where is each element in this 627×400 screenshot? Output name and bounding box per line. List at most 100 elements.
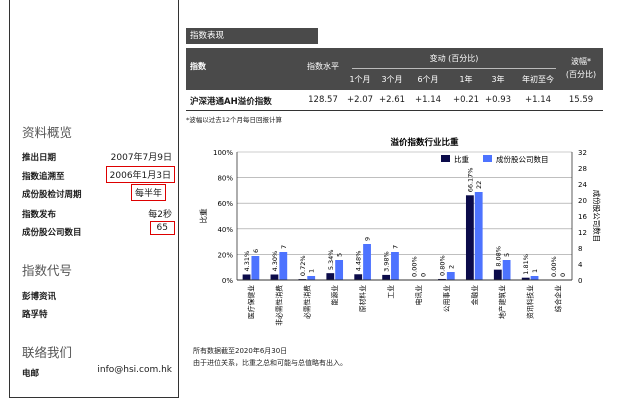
left-info-panel: 资料概览 推出日期 2007年7月9日 指数追溯至 2006年1月3日 成份股检… <box>9 0 179 398</box>
y2-tick-label: 12 <box>578 229 587 237</box>
index-level: 128.57 <box>308 95 338 105</box>
col-3m: 3个月 <box>381 75 403 84</box>
col-level: 指数水平 <box>307 62 339 71</box>
x-category-label: 必需性消费 <box>302 285 311 319</box>
email-label: 电邮 <box>22 369 40 379</box>
index-code-title: 指数代号 <box>22 263 73 278</box>
y-tick-label: 40% <box>217 226 233 234</box>
x-category-label: 工业 <box>386 285 395 299</box>
bar-count-label: 9 <box>364 237 372 241</box>
x-category-label: 电讯业 <box>414 285 423 306</box>
bar-count <box>251 256 260 280</box>
bar-count <box>530 276 539 280</box>
bar-count-label: 5 <box>336 253 344 257</box>
y2-tick-label: 24 <box>578 181 587 189</box>
bar-weight-label: 0.80% <box>438 255 446 276</box>
bar-weight-label: 66.17% <box>466 168 474 193</box>
overview-title: 资料概览 <box>22 125 73 140</box>
bar-weight-label: 1.81% <box>522 254 530 275</box>
col-ytd: 年初至今 <box>522 75 554 84</box>
bar-count-label: 0 <box>559 273 567 277</box>
change-1m: +2.07 <box>346 95 374 105</box>
legend-label-count: 成份股公司数目 <box>496 154 549 164</box>
bar-count <box>502 260 511 280</box>
bar-weight-label: 0.00% <box>411 256 419 277</box>
dissemination-label: 指数发布 <box>22 210 57 220</box>
y2-tick-label: 20 <box>578 197 587 205</box>
bar-weight <box>326 273 335 280</box>
bar-weight <box>521 277 530 280</box>
bar-weight-label: 3.98% <box>383 251 391 272</box>
index-row: 沪深港通AH溢价指数 128.57 +2.07 +2.61 +1.14 +0.2… <box>186 90 603 111</box>
change-1y: +0.21 <box>452 95 480 105</box>
bar-count <box>391 252 399 280</box>
bar-count-label: 6 <box>252 249 260 253</box>
x-category-label: 公用事业 <box>442 285 451 312</box>
bar-count-label: 22 <box>475 181 483 189</box>
launch-date-value: 2007年7月9日 <box>110 153 172 163</box>
y-tick-label: 80% <box>217 175 233 183</box>
change-group-header: 变动 (百分比) <box>429 54 479 63</box>
bar-weight-label: 0.00% <box>550 256 558 277</box>
bar-weight-label: 0.72% <box>299 255 307 276</box>
change-ytd: +1.14 <box>524 95 552 105</box>
bar-weight <box>270 274 279 280</box>
bar-count-label: 0 <box>419 273 427 277</box>
review-cycle-label: 成份股检讨周期 <box>22 190 82 200</box>
col-1m: 1个月 <box>349 75 371 84</box>
x-category-label: 医疗保健业 <box>246 285 255 319</box>
bar-weight <box>298 279 307 280</box>
col-volatility-unit: (百分比) <box>565 70 597 79</box>
y2-tick-label: 0 <box>578 277 582 285</box>
bar-count-label: 5 <box>503 253 511 257</box>
backdate-label: 指数追溯至 <box>22 172 65 182</box>
x-category-label: 原材料业 <box>358 285 367 312</box>
y-tick-label: 60% <box>217 200 233 208</box>
legend-swatch-weight <box>441 155 450 162</box>
sector-weight-chart: 溢价指数行业比重0%20%40%60%80%100%04812162024283… <box>198 137 602 326</box>
y2-tick-label: 28 <box>578 165 587 173</box>
y2-tick-label: 4 <box>578 261 583 269</box>
col-1y: 1年 <box>459 75 473 84</box>
bar-count <box>335 260 344 280</box>
y-tick-label: 0% <box>222 277 233 285</box>
launch-date-label: 推出日期 <box>22 153 57 163</box>
y-axis-title: 比重 <box>198 208 208 223</box>
y2-axis-title: 成份股公司数目 <box>592 190 602 243</box>
x-category-label: 金融业 <box>470 285 479 306</box>
bar-weight-label: 4.48% <box>355 251 363 272</box>
code-refinitiv: 路孚特 <box>22 310 48 320</box>
y-tick-label: 20% <box>217 251 233 259</box>
bar-weight <box>465 195 474 280</box>
x-category-label: 能源业 <box>330 285 339 306</box>
dissemination-value: 每2秒 <box>148 210 172 220</box>
y2-tick-label: 16 <box>578 213 587 221</box>
change-6m: +1.14 <box>414 95 442 105</box>
bar-weight <box>354 274 363 280</box>
contact-title: 联络我们 <box>22 345 73 360</box>
volatility-value: 15.59 <box>568 95 594 105</box>
bar-count-label: 2 <box>447 265 455 269</box>
y-tick-label: 100% <box>213 149 233 157</box>
bar-weight <box>382 274 391 280</box>
email-link[interactable]: info@hsi.com.hk <box>97 365 172 375</box>
y2-tick-label: 32 <box>578 149 587 157</box>
bar-weight <box>493 269 502 280</box>
bar-count-label: 1 <box>308 269 316 273</box>
header-divider <box>352 68 556 69</box>
x-category-label: 综合企业 <box>554 285 563 312</box>
bar-weight-label: 4.31% <box>243 251 251 272</box>
x-category-label: 非必需性消费 <box>274 285 283 326</box>
bar-count <box>474 192 483 280</box>
bar-count <box>279 252 288 280</box>
performance-table-header: 指数 指数水平 变动 (百分比) 1个月 3个月 6个月 1年 3年 年初至今 … <box>186 48 603 90</box>
col-volatility: 波幅* <box>571 57 591 66</box>
volatility-note: *波幅以过去12个月每日回报计算 <box>186 116 283 124</box>
change-3m: +2.61 <box>378 95 406 105</box>
x-category-label: 资讯科技业 <box>526 285 535 319</box>
bar-weight <box>242 274 251 280</box>
bar-count-label: 1 <box>531 269 539 273</box>
chart-title: 溢价指数行业比重 <box>390 137 459 148</box>
bar-count <box>307 276 316 280</box>
bar-weight-label: 5.34% <box>327 250 335 271</box>
